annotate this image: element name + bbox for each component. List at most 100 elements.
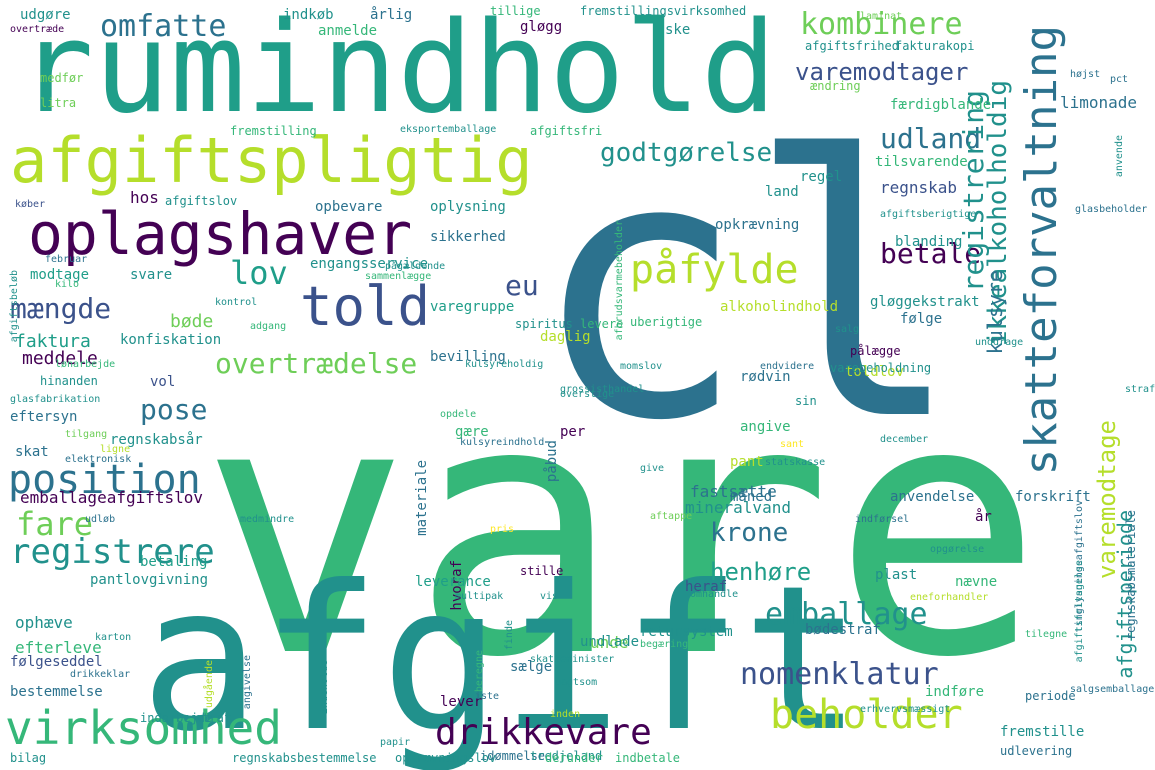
cloud-word: anvende: [1114, 135, 1125, 178]
cloud-word: mineralvand: [685, 498, 791, 517]
cloud-word: engangsservice: [310, 256, 429, 272]
cloud-word: multipak: [455, 591, 504, 602]
cloud-word: bevilling: [430, 349, 506, 365]
cloud-word: faktura: [15, 331, 91, 352]
cloud-word: per: [560, 424, 586, 440]
cloud-word: varebeholdning: [830, 361, 932, 375]
cloud-word: cl: [530, 80, 964, 499]
cloud-word: gløggekstrakt: [870, 294, 980, 310]
cloud-word: position: [8, 457, 201, 503]
cloud-word: regnskabsår: [110, 432, 203, 448]
cloud-word: fremstilling: [230, 124, 317, 138]
cloud-word: erhvervsmæssigt: [860, 704, 951, 715]
cloud-word: levere: [580, 317, 624, 331]
cloud-word: ligne: [100, 444, 131, 455]
cloud-word: medmindre: [240, 514, 295, 525]
cloud-word: hos: [130, 188, 159, 207]
cloud-word: uagtsom: [555, 677, 598, 688]
cloud-word: svare: [130, 267, 173, 283]
cloud-word: materiale: [414, 460, 430, 536]
cloud-word: medfør: [40, 71, 84, 85]
cloud-word: bilag: [10, 751, 47, 765]
cloud-word: december: [880, 434, 929, 445]
cloud-word: undlade: [580, 634, 640, 650]
cloud-word: karton: [95, 632, 132, 643]
cloud-word: meddele: [22, 348, 98, 369]
cloud-word: færdigblande: [890, 97, 992, 113]
cloud-word: måned: [730, 489, 773, 505]
cloud-word: straffe: [1125, 384, 1155, 395]
cloud-word: tilegne: [1025, 629, 1068, 640]
cloud-word: regnskabsbestemmelse: [232, 751, 377, 765]
cloud-word: pct: [1110, 74, 1129, 85]
cloud-word: momslov: [620, 361, 663, 372]
cloud-word: glasbeholder: [1075, 204, 1148, 215]
cloud-word: kulsyreholdig: [465, 359, 544, 370]
cloud-word: pris: [490, 524, 515, 535]
cloud-word: drikkevare: [435, 712, 652, 753]
cloud-word: modtage: [30, 267, 90, 283]
cloud-word: indbetale: [615, 751, 681, 765]
cloud-word: forskrift: [1015, 489, 1091, 505]
cloud-word: afbrudsvarmebeholder: [614, 220, 625, 341]
cloud-word: opgørelse: [930, 544, 985, 555]
cloud-word: afgiftspligtig: [10, 124, 533, 197]
cloud-word: oplysning: [430, 199, 506, 215]
cloud-word: unddrage: [975, 337, 1024, 348]
cloud-word: krone: [710, 518, 789, 548]
cloud-word: drikkeklar: [70, 669, 131, 680]
cloud-word: grossisthandel: [560, 384, 645, 395]
cloud-word: kontrol: [215, 297, 258, 308]
cloud-word: kulsyreindhold: [460, 437, 545, 448]
cloud-word: pålægge: [850, 344, 901, 358]
cloud-word: salgsemballage: [1070, 684, 1155, 695]
cloud-word: anmelde: [318, 23, 378, 39]
cloud-word: anvendelse: [890, 489, 975, 505]
cloud-word: omhandle: [690, 589, 739, 600]
cloud-word: eftersyn: [10, 409, 78, 425]
cloud-word: ske: [665, 22, 691, 38]
cloud-word: gløgg: [520, 19, 563, 35]
cloud-word: lever: [440, 694, 483, 710]
cloud-word: regel: [800, 169, 843, 185]
cloud-word: varegruppe: [430, 299, 515, 315]
cloud-word: kombinere: [800, 7, 963, 42]
cloud-word: afgiftslov: [165, 194, 238, 208]
cloud-word: afgiftsfritagelse: [1074, 560, 1085, 663]
cloud-word: konfiskation: [120, 332, 222, 348]
cloud-word: straf: [195, 711, 232, 725]
cloud-word: land: [765, 184, 799, 200]
cloud-word: unde: [590, 633, 629, 652]
cloud-word: kilo: [55, 279, 80, 290]
cloud-word: udlevering: [1000, 744, 1073, 758]
cloud-word: salg: [835, 324, 860, 335]
cloud-word: adgang: [250, 321, 287, 332]
cloud-word: pose: [140, 393, 208, 426]
cloud-word: opkrævningslov: [395, 751, 497, 765]
cloud-word: emballageafgiftslov: [20, 488, 204, 507]
cloud-word: virksomhed: [5, 701, 282, 755]
cloud-word: eneforhandler: [910, 592, 989, 603]
cloud-word: udløb: [85, 514, 116, 525]
cloud-word: rumindhold: [18, 0, 777, 141]
cloud-word: overstige: [560, 389, 615, 400]
cloud-word: henhøre: [710, 558, 812, 586]
cloud-word: sin: [795, 394, 817, 408]
cloud-word: angive: [740, 419, 791, 435]
cloud-word: periode: [1025, 689, 1076, 703]
cloud-word: opdele: [440, 409, 477, 420]
cloud-word: sælge: [510, 659, 553, 675]
cloud-word: betaling: [140, 554, 208, 570]
cloud-word: højst: [1070, 69, 1101, 80]
cloud-word: told: [300, 275, 431, 338]
cloud-word: heraf: [685, 579, 728, 595]
cloud-word: pågældende: [385, 261, 446, 272]
cloud-word: leverance: [415, 574, 491, 590]
cloud-word: aftappe: [650, 511, 693, 522]
cloud-word: bestemmelse: [10, 684, 103, 700]
cloud-word: emballage: [765, 597, 928, 632]
cloud-word: vis: [540, 591, 559, 602]
cloud-word: spiritus: [515, 317, 573, 331]
cloud-word: skatteforvaltning: [1016, 25, 1067, 476]
cloud-word: lov: [230, 254, 288, 292]
